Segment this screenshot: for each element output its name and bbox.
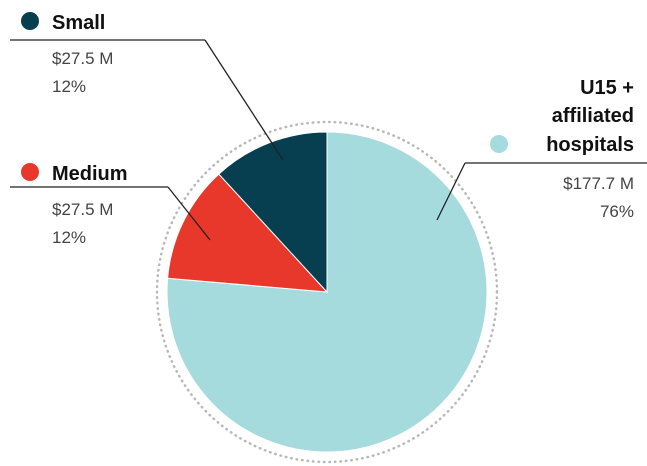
label-medium-amount: $27.5 M	[52, 200, 113, 219]
label-small-name: Small	[52, 12, 105, 34]
pie-slices	[166, 131, 488, 453]
label-medium-percent: 12%	[52, 228, 86, 247]
label-u15-line3: hospitals	[546, 134, 634, 156]
callout-u15: U15 + affiliated hospitals $177.7 M 76%	[436, 77, 647, 221]
label-u15-amount: $177.7 M	[563, 174, 634, 193]
label-medium-name: Medium	[52, 163, 128, 185]
pie-slice-small	[218, 131, 328, 294]
callout-medium: Medium $27.5 M 12%	[10, 163, 211, 247]
leader-line-medium-diagonal	[167, 186, 211, 241]
label-u15-percent: 76%	[600, 202, 634, 221]
legend-marker-medium	[21, 163, 39, 181]
label-small-percent: 12%	[52, 77, 86, 96]
label-small-amount: $27.5 M	[52, 49, 113, 68]
legend-marker-u15	[490, 135, 508, 153]
outer-dotted-ring	[155, 120, 499, 464]
legend-marker-small	[21, 12, 39, 30]
label-u15-line2: affiliated	[552, 105, 634, 127]
leader-line-small-diagonal	[204, 39, 284, 161]
leader-line-u15-diagonal	[436, 162, 466, 221]
pie-slice-medium	[167, 173, 329, 293]
callout-small: Small $27.5 M 12%	[10, 12, 284, 161]
label-u15-line1: U15 +	[580, 77, 634, 99]
